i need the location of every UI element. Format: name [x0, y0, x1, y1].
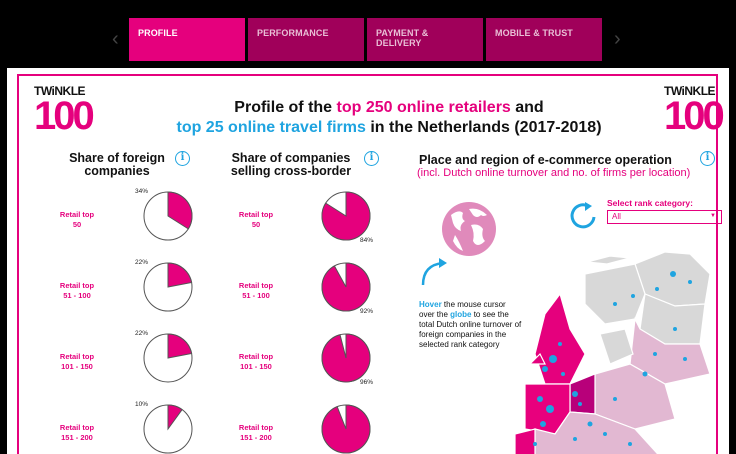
pie-crossborder-share[interactable] [319, 260, 373, 314]
region-flevoland [599, 328, 634, 365]
pie-foreign-share[interactable] [141, 331, 195, 385]
title-highlight-travel: top 25 online travel firms [176, 119, 366, 136]
info-icon[interactable]: i [364, 151, 379, 166]
page-title: Profile of the top 250 online retailers … [139, 98, 639, 138]
hint-arrow-icon [421, 258, 447, 286]
section-title-crossborder: Share of companies selling cross-border [230, 151, 352, 178]
next-arrow-icon[interactable]: › [614, 28, 621, 50]
region-zeeland [515, 428, 536, 454]
row-label: Retail top 51 - 100 [59, 281, 95, 300]
pie-slice [321, 262, 371, 312]
pie-foreign-label: 10% [135, 401, 149, 408]
title-text: Profile of the [234, 99, 337, 116]
pie-crossborder-label: 96% [360, 379, 374, 386]
info-icon[interactable]: i [700, 151, 715, 166]
title-text: and [510, 99, 544, 116]
row-label: Retail top 50 [238, 210, 274, 229]
netherlands-map[interactable] [515, 234, 725, 454]
pie-slice [321, 404, 371, 454]
refresh-arrow-icon [570, 202, 596, 229]
row-label: Retail top 50 [59, 210, 95, 229]
logo-number: 100 [664, 94, 725, 138]
caret-down-icon: ▼ [710, 213, 716, 219]
rank-label: Select rank category: [607, 198, 693, 208]
globe-icon[interactable] [441, 201, 497, 257]
row-label: Retail top 51 - 100 [238, 281, 274, 300]
pie-slice [321, 333, 371, 383]
tab-payment-delivery[interactable]: PAYMENT & DELIVERY [367, 18, 483, 61]
pie-foreign-label: 22% [135, 330, 149, 337]
region-limburg-brabant [534, 411, 659, 454]
tab-performance[interactable]: PERFORMANCE [248, 18, 364, 61]
hover-hint-text: Hover the mouse cursor over the globe to… [419, 300, 522, 349]
pie-slice [167, 191, 193, 230]
twinkle-logo-right: TWiNKLE 100 [664, 84, 725, 141]
section-title-place: Place and region of e-commerce operation [419, 153, 672, 167]
pie-foreign-share[interactable] [141, 260, 195, 314]
pie-slice [167, 404, 183, 431]
logo-number: 100 [34, 94, 95, 138]
pie-crossborder-label: 84% [360, 237, 374, 244]
pie-slice [167, 333, 193, 359]
logo-wordmark: TWiNKLE [664, 84, 716, 98]
rank-select[interactable]: All ▼ [607, 210, 722, 224]
prev-arrow-icon[interactable]: ‹ [112, 28, 119, 50]
pie-foreign-label: 34% [135, 188, 149, 195]
pie-slice [167, 262, 193, 288]
section-subtitle-place: (incl. Dutch online turnover and no. of … [417, 167, 691, 179]
tab-profile[interactable]: PROFILE [129, 18, 245, 61]
rank-select-value: All [612, 212, 621, 221]
infographic-panel: TWiNKLE 100 TWiNKLE 100 Profile of the t… [7, 68, 729, 454]
pie-slice [321, 191, 371, 241]
pie-foreign-label: 22% [135, 259, 149, 266]
tab-bar: PROFILE PERFORMANCE PAYMENT & DELIVERY M… [129, 18, 602, 61]
row-label: Retail top 151 - 200 [59, 423, 95, 442]
row-label: Retail top 101 - 150 [238, 352, 274, 371]
section-title-foreign: Share of foreign companies [69, 151, 165, 178]
pie-crossborder-share[interactable] [319, 331, 373, 385]
twinkle-logo-left: TWiNKLE 100 [34, 84, 95, 141]
info-icon[interactable]: i [175, 151, 190, 166]
title-highlight-retail: top 250 online retailers [336, 99, 511, 116]
tab-mobile-trust[interactable]: MOBILE & TRUST [486, 18, 602, 61]
logo-wordmark: TWiNKLE [34, 84, 86, 98]
pie-crossborder-label: 92% [360, 308, 374, 315]
infographic-frame: TWiNKLE 100 TWiNKLE 100 Profile of the t… [17, 74, 725, 454]
row-label: Retail top 101 - 150 [59, 352, 95, 371]
pie-foreign-share[interactable] [141, 189, 195, 243]
region-friesland [584, 263, 646, 325]
title-text: in the Netherlands (2017-2018) [365, 119, 602, 136]
pie-crossborder-share[interactable] [319, 402, 373, 454]
pie-crossborder-share[interactable] [319, 189, 373, 243]
row-label: Retail top 151 - 200 [238, 423, 274, 442]
pie-foreign-share[interactable] [141, 402, 195, 454]
